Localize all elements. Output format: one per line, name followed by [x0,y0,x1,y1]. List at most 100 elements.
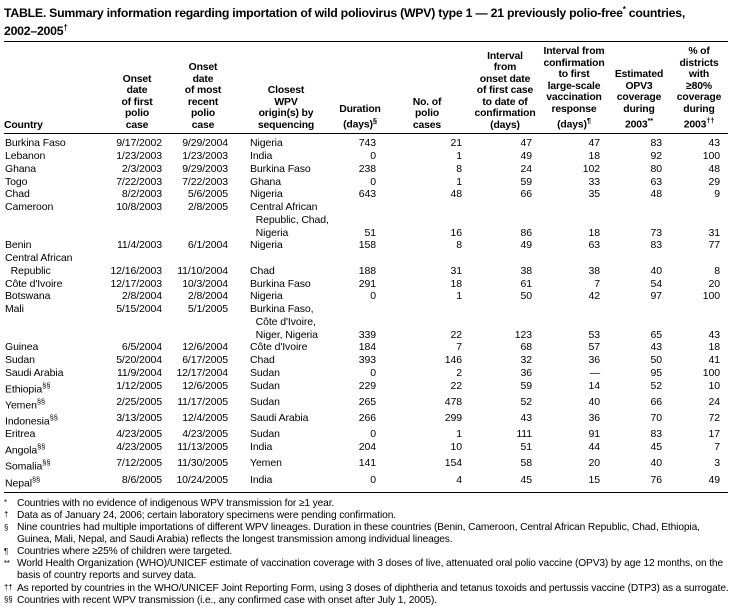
table-cell: 100 [702,290,720,303]
country-cell: Benin [5,239,32,252]
table-cell: 11/30/2005 [177,457,228,470]
table-cell: Burkina Faso [250,162,311,175]
country-cell: Central African Republic [5,252,73,277]
table-cell: 42 [588,290,601,303]
table-cell: Central African Republic, Chad, Nigeria [250,201,329,239]
table-row: Benin 11/4/2003 6/1/2004 Nigeria 158 8 49 63 83 7… [4,239,728,252]
country-cell: Cameroon [5,201,54,214]
table-cell: 7/22/2003 [116,175,162,188]
table-cell: 12/17/2004 [176,366,228,379]
country-cell: Angola§§ [5,442,46,457]
table-row: Ghana 2/3/2003 9/29/2003 Burkina Faso 238 8 24… [4,163,728,176]
table-row: Botswana 2/8/2004 2/8/2004 Nigeria 0 1 50 42 97 1… [4,290,728,303]
table-cell: 91 [588,428,601,441]
table-cell: 1 [456,150,462,163]
country-cell: Nepal§§ [5,474,41,490]
table-cell: 36 [588,354,601,367]
table-cell: 0 [370,473,376,486]
footnote: †† As reported by countries in the WHO/UN… [4,583,732,595]
column-header-7: Interval from onset date of first case to da… [474,50,536,131]
country-cell: Eritrea [5,428,36,441]
footnote: ¶ Countries where ≥25% of children were t… [4,546,732,558]
table-cell: Chad [250,264,275,277]
table-cell: 6/1/2004 [187,239,228,252]
table-cell: 83 [650,239,663,252]
table-cell: 3/13/2005 [116,412,162,425]
table-cell: 2/8/2004 [187,290,228,303]
footnote-text: Countries where ≥25% of children were ta… [17,546,233,558]
footnote-marker: †† [4,583,13,592]
table-cell: 8 [714,264,720,277]
table-row: Angola§§ 4/23/2005 11/13/2005 India 204 10 51 4… [4,441,728,457]
table-cell: 5/6/2005 [187,188,228,201]
table-row: Ethiopia§§ 1/12/2005 12/6/2005 Sudan 229 22 59… [4,380,728,396]
table-cell: Nigeria [250,290,283,303]
table-cell: 184 [358,341,376,354]
table-cell: 40 [650,264,663,277]
wpv-importation-table: Country Onset date of first polio case Onset da… [4,41,728,493]
table-cell: 10 [708,379,721,392]
table-cell: 7 [456,341,462,354]
table-cell: 53 [588,328,601,341]
table-cell: 265 [358,395,376,408]
country-cell: Ghana [5,162,37,175]
country-cell: Burkina Faso [5,137,66,150]
country-cell: Mali [5,303,24,316]
footnote-marker: ¶ [4,546,9,556]
title-line1: TABLE. Summary information regarding imp… [4,6,623,21]
table-row: Eritrea 4/23/2005 4/23/2005 Sudan 0 1 111 91 83 1… [4,428,728,441]
table-cell: 36 [520,366,533,379]
table-cell: 22 [450,328,463,341]
country-cell: Guinea [5,341,39,354]
table-cell: 743 [358,137,376,150]
table-cell: 41 [708,354,721,367]
table-cell: 204 [358,441,376,454]
country-cell: Saudi Arabia [5,366,64,379]
table-cell: 72 [708,412,721,425]
column-header-8: Interval from confirmation to first large-s… [543,46,605,131]
table-row: Central African Republic 12/16/2003 11/1… [4,252,728,278]
table-cell: 49 [520,239,533,252]
table-cell: Saudi Arabia [250,412,309,425]
table-row: Côte d'Ivoire 12/17/2003 10/3/2004 Burkina … [4,278,728,291]
table-cell: 48 [450,188,463,201]
table-cell: 18 [588,226,601,239]
table-cell: 49 [708,473,721,486]
table-cell: 8/2/2003 [121,188,162,201]
table-cell: 32 [520,354,533,367]
table-cell: — [589,366,601,379]
table-cell: 7 [714,441,720,454]
table-cell: 24 [708,395,721,408]
table-cell: 18 [450,277,463,290]
table-cell: Côte d'Ivoire [250,341,308,354]
table-cell: 291 [358,277,376,290]
table-cell: Nigeria [250,188,283,201]
table-cell: 141 [358,457,376,470]
title-line2: 2002–2005 [4,23,64,38]
table-cell: 59 [520,175,533,188]
table-row: Guinea 6/5/2004 12/6/2004 Côte d'Ivoire 184 7… [4,341,728,354]
table-cell: 11/17/2005 [177,395,228,408]
table-cell: 31 [708,226,721,239]
table-cell: 22 [450,379,463,392]
table-cell: 2/25/2005 [116,395,162,408]
table-cell: 16 [450,226,463,239]
table-cell: 9/17/2002 [116,137,162,150]
table-cell: 4/23/2005 [116,428,162,441]
country-cell: Côte d'Ivoire [5,277,63,290]
table-title: TABLE. Summary information regarding imp… [4,3,732,38]
table-row: Burkina Faso 9/17/2002 9/29/2004 Nigeria 743… [4,134,728,150]
table-cell: 21 [450,137,463,150]
table-cell: 38 [588,264,601,277]
table-cell: 11/4/2003 [116,239,162,252]
table-cell: 18 [588,150,601,163]
table-cell: 77 [708,239,721,252]
table-cell: 6/5/2004 [121,341,162,354]
footnote-text: Countries with recent WPV transmission (… [17,594,437,606]
table-cell: 12/4/2005 [182,412,228,425]
table-cell: 8 [456,239,462,252]
table-cell: 95 [650,366,663,379]
table-cell: 100 [702,366,720,379]
table-cell: 10/3/2004 [182,277,228,290]
table-cell: 266 [358,412,376,425]
